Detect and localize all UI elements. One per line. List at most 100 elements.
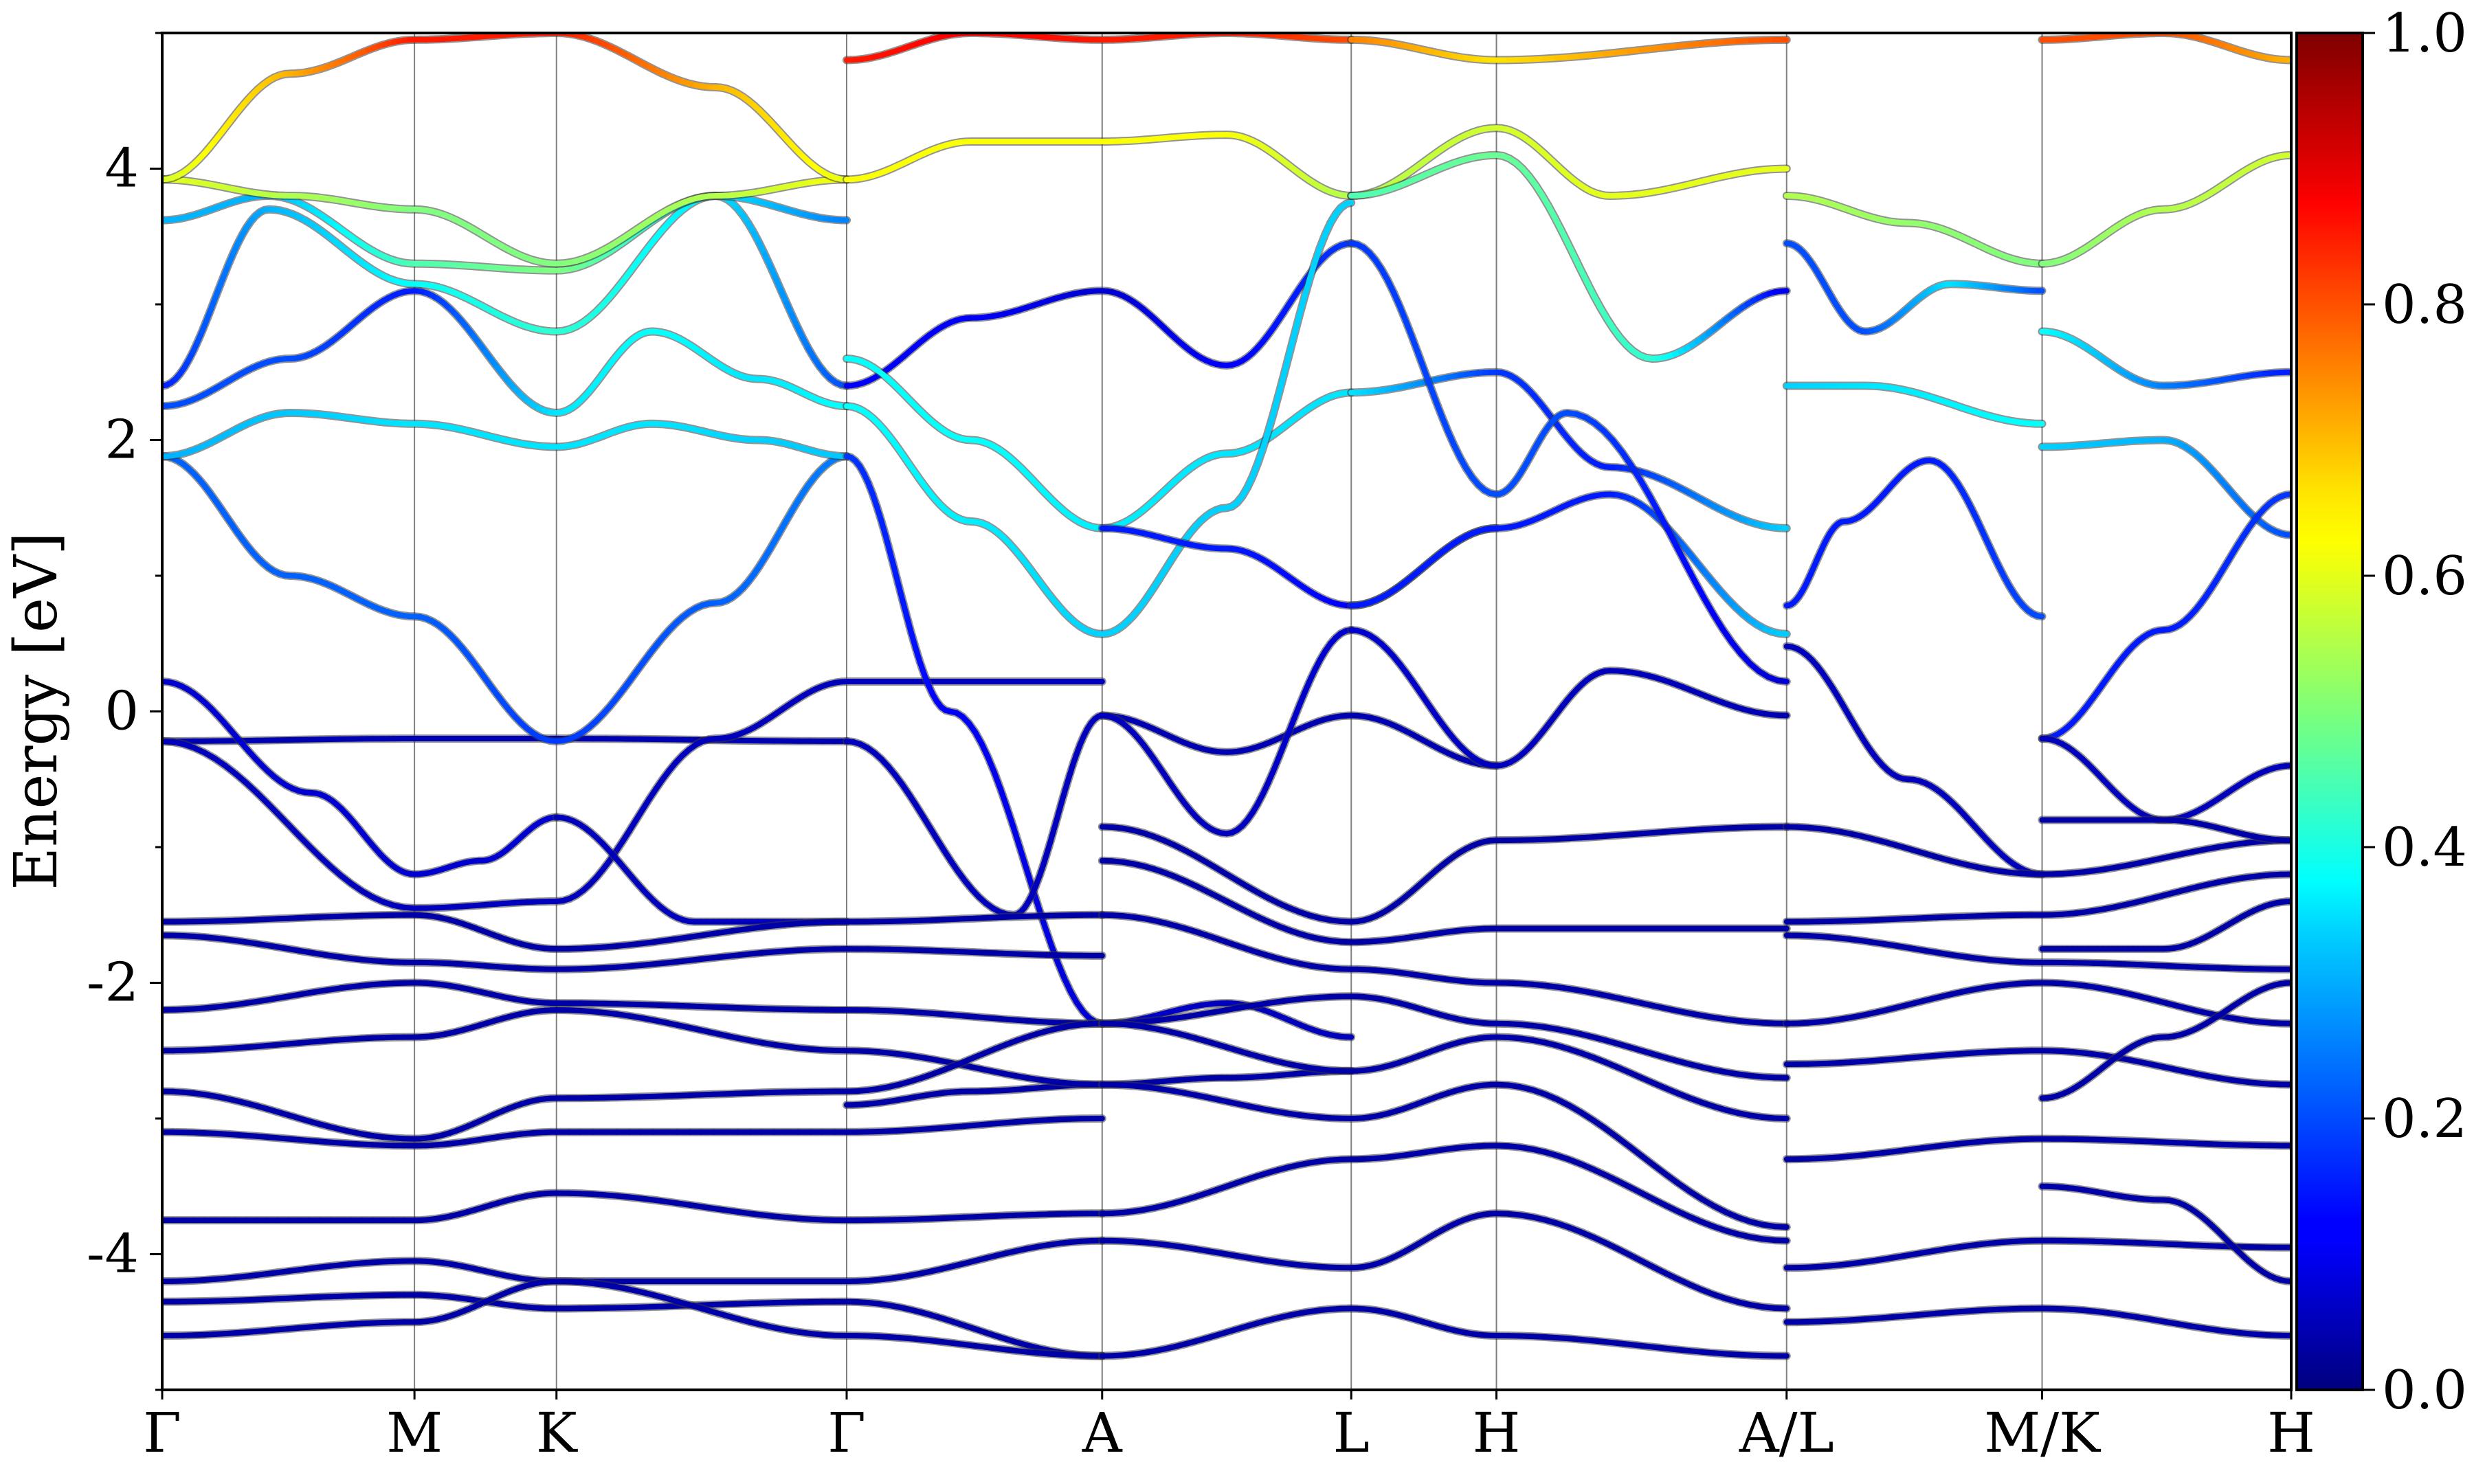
band-32 — [1782, 642, 2047, 879]
band-24 — [1347, 490, 1791, 638]
band-54 — [1097, 1080, 1791, 1231]
band-46 — [162, 1236, 1106, 1285]
band-outline — [162, 1006, 1106, 1089]
band-21 — [1347, 124, 1791, 200]
band-segment — [1772, 1115, 1790, 1121]
band-2 — [162, 677, 1106, 912]
band-17 — [843, 1066, 1356, 1110]
band-9 — [162, 175, 851, 268]
band-segment — [1656, 509, 1671, 532]
band-segment — [895, 581, 906, 604]
band-12 — [843, 131, 1356, 200]
band-10 — [162, 33, 851, 184]
band-7 — [162, 192, 851, 390]
band-segment — [891, 564, 902, 587]
band-segment — [1291, 313, 1302, 339]
band-segment — [1409, 333, 1421, 355]
band-outline — [1097, 1080, 1791, 1231]
band-segment — [1710, 611, 1726, 632]
band-outline — [162, 677, 561, 879]
band-segment — [985, 754, 997, 776]
band-5 — [162, 409, 851, 461]
band-51 — [1097, 910, 1791, 1028]
band-outline — [843, 355, 1356, 532]
band-outline — [162, 452, 851, 745]
band-outline — [162, 286, 851, 417]
band-outline — [1097, 822, 1791, 926]
band-6 — [162, 286, 851, 417]
band-30 — [1782, 239, 2047, 336]
band-14 — [843, 198, 1356, 638]
band-31 — [1782, 192, 2047, 268]
band-segment — [1265, 411, 1276, 435]
band-outline — [162, 1236, 1106, 1285]
band-segment — [1638, 477, 1653, 499]
band-53 — [1097, 1019, 1791, 1123]
band-segment — [1772, 1305, 1790, 1312]
band-segment — [1343, 199, 1355, 207]
band-40 — [162, 931, 1106, 974]
band-20 — [1097, 524, 1501, 610]
band-segment — [1016, 844, 1029, 870]
band-48 — [162, 1277, 1106, 1360]
band-segment — [1403, 317, 1415, 339]
band-outline — [162, 33, 851, 184]
band-44 — [162, 1114, 1106, 1150]
band-50 — [1097, 856, 1791, 947]
band-29 — [1782, 381, 2047, 428]
band-39 — [162, 910, 1106, 954]
band-segment — [1415, 350, 1427, 372]
band-segment — [1055, 959, 1067, 981]
band-55 — [1097, 1141, 1791, 1245]
band-27 — [1347, 626, 1791, 770]
band-52 — [1097, 992, 1791, 1082]
band-41 — [162, 978, 1106, 1028]
band-segment — [1683, 562, 1698, 585]
band-26 — [1347, 239, 1791, 686]
band-38 — [2038, 33, 2291, 65]
band-4 — [162, 452, 851, 745]
band-segment — [1774, 677, 1790, 684]
band-segment — [1275, 372, 1287, 398]
band-19 — [843, 626, 1356, 919]
band-36 — [2038, 490, 2291, 743]
band-37 — [2038, 734, 2291, 824]
band-segment — [1664, 527, 1680, 550]
band-outline — [1347, 124, 1791, 200]
band-outline — [2038, 490, 2291, 743]
band-segment — [1302, 276, 1313, 300]
band-outline — [843, 239, 1356, 390]
band-16 — [843, 33, 1356, 65]
band-outline — [162, 192, 851, 390]
band-outline — [1347, 150, 1791, 363]
band-45 — [162, 1189, 1106, 1225]
band-segment — [1296, 294, 1308, 319]
band-segment — [1628, 462, 1643, 483]
band-0 — [162, 734, 851, 745]
band-segment — [998, 787, 1010, 811]
band-segment — [1260, 429, 1271, 451]
band-segment — [1692, 579, 1708, 602]
band-segment — [1042, 924, 1054, 949]
band-11 — [843, 239, 1356, 390]
band-segment — [1772, 1237, 1790, 1244]
band-segment — [1433, 398, 1445, 420]
band-segment — [1004, 805, 1016, 830]
band-segment — [1702, 596, 1717, 618]
band-25 — [1347, 35, 1791, 65]
band-segment — [1674, 544, 1689, 567]
band-outline — [1347, 490, 1791, 638]
band-22 — [1347, 150, 1791, 363]
band-43 — [162, 1019, 1106, 1143]
band-segment — [1306, 259, 1318, 282]
band-segment — [900, 598, 910, 620]
band-segment — [1647, 493, 1662, 515]
band-56 — [1097, 1209, 1791, 1313]
band-segment — [1286, 333, 1297, 359]
band-segment — [1776, 631, 1790, 637]
energy-bands — [162, 33, 2291, 1360]
band-segment — [887, 548, 897, 570]
band-34 — [2038, 327, 2291, 390]
